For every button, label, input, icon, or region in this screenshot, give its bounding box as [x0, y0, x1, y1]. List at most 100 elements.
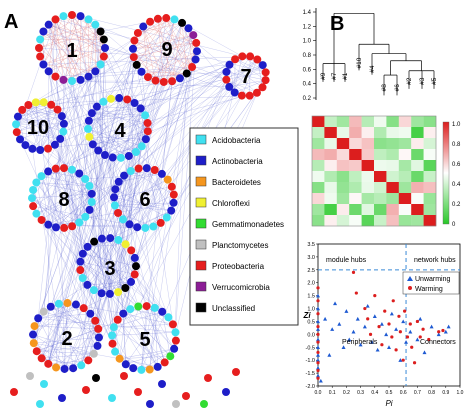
network-node	[81, 213, 89, 221]
network-node	[154, 363, 162, 371]
network-node	[222, 76, 230, 84]
legend-swatch	[196, 282, 206, 291]
heatmap-cell	[386, 171, 399, 182]
legend-swatch	[196, 198, 206, 207]
network-node	[58, 112, 66, 120]
network-node	[168, 183, 176, 191]
network-node	[161, 358, 169, 366]
module-label: 8	[58, 189, 69, 211]
heatmap-cell	[312, 182, 325, 193]
network-node	[120, 172, 128, 180]
heatmap-cell	[349, 215, 362, 226]
network-node	[82, 386, 90, 394]
heatmap-cell	[399, 204, 412, 215]
network-node	[110, 323, 118, 331]
heatmap-cell	[312, 160, 325, 171]
heatmap-cell	[362, 149, 375, 160]
network-node	[80, 304, 88, 312]
legend-label: Planctomycetes	[212, 241, 268, 250]
data-point-warming	[399, 330, 402, 333]
heatmap-cell	[424, 182, 437, 193]
x-tick-label: 0.8	[428, 390, 435, 396]
heatmap-cell	[312, 215, 325, 226]
network-node	[75, 169, 83, 177]
data-point-warming	[366, 317, 369, 320]
network-node	[90, 238, 98, 246]
data-point-warming	[406, 335, 409, 338]
heatmap-cell	[374, 182, 387, 193]
heatmap-cell	[349, 182, 362, 193]
network-node	[144, 127, 152, 135]
network-node	[85, 15, 93, 23]
network-node	[28, 145, 36, 153]
network-node	[68, 166, 76, 174]
network-node	[119, 215, 127, 223]
heatmap-cell	[324, 182, 337, 193]
network-node	[35, 44, 43, 52]
region-label-module-hubs: module hubs	[326, 257, 367, 264]
y-axis-label: Zi	[302, 311, 311, 320]
heatmap-cell	[337, 116, 350, 127]
data-point-warming	[316, 325, 319, 328]
dendrogram: 0.20.40.60.81.01.21.4 #9#7#1#10#4#8#6#2#…	[303, 8, 438, 102]
network-node	[52, 165, 60, 173]
network-node	[131, 99, 139, 107]
network-node	[97, 28, 105, 36]
data-point-warming	[369, 333, 372, 336]
legend-swatch	[196, 240, 206, 249]
legend-marker-warming	[408, 286, 412, 290]
heatmap-cell	[324, 193, 337, 204]
network-node	[108, 394, 116, 402]
network-node	[86, 310, 94, 318]
heatmap-cell	[337, 171, 350, 182]
network-node	[184, 24, 192, 32]
x-tick-label: 0.1	[329, 390, 336, 396]
heatmap-cell	[399, 138, 412, 149]
network-node	[69, 364, 77, 372]
network-node	[130, 37, 138, 45]
heatmap-cell	[411, 127, 424, 138]
legend-label: Proteobacteria	[212, 262, 265, 271]
heatmap-cell	[411, 193, 424, 204]
dendrogram-leaf-label: #2	[406, 77, 413, 85]
module-label: 1	[66, 40, 77, 62]
heatmap-cell	[349, 204, 362, 215]
network-node	[77, 76, 85, 84]
network-node	[162, 14, 170, 22]
network-node	[81, 175, 89, 183]
network-node	[36, 146, 44, 154]
network-node	[76, 258, 84, 266]
data-point-warming	[355, 291, 358, 294]
heatmap-cell	[337, 215, 350, 226]
network-node	[138, 142, 146, 150]
network-node	[16, 135, 24, 143]
panel-label-a: A	[4, 11, 18, 33]
network-node	[85, 117, 93, 125]
heatmap-cell	[312, 138, 325, 149]
heatmap-cell	[337, 193, 350, 204]
network-node	[10, 388, 18, 396]
heatmap-cell	[312, 127, 325, 138]
heatmap-cell	[386, 160, 399, 171]
network-node	[109, 154, 117, 162]
network-node	[231, 55, 239, 63]
network-node	[178, 19, 186, 27]
network-node	[168, 77, 176, 85]
data-point-warming	[316, 369, 319, 372]
heatmap-cell	[337, 182, 350, 193]
x-tick-label: 0.2	[343, 390, 350, 396]
legend-label: Verrucomicrobia	[212, 283, 270, 292]
network-node	[92, 374, 100, 382]
y-tick-label: 0.5	[307, 319, 315, 325]
network-node	[56, 135, 64, 143]
network-node	[141, 224, 149, 232]
network-node	[24, 101, 32, 109]
network-node	[100, 53, 108, 61]
network-node	[116, 355, 124, 363]
plot-frame	[318, 244, 460, 386]
network-node	[114, 288, 122, 296]
heatmap-cell	[324, 149, 337, 160]
heatmap-cell	[312, 149, 325, 160]
network-node	[61, 365, 69, 373]
network-node	[127, 278, 135, 286]
